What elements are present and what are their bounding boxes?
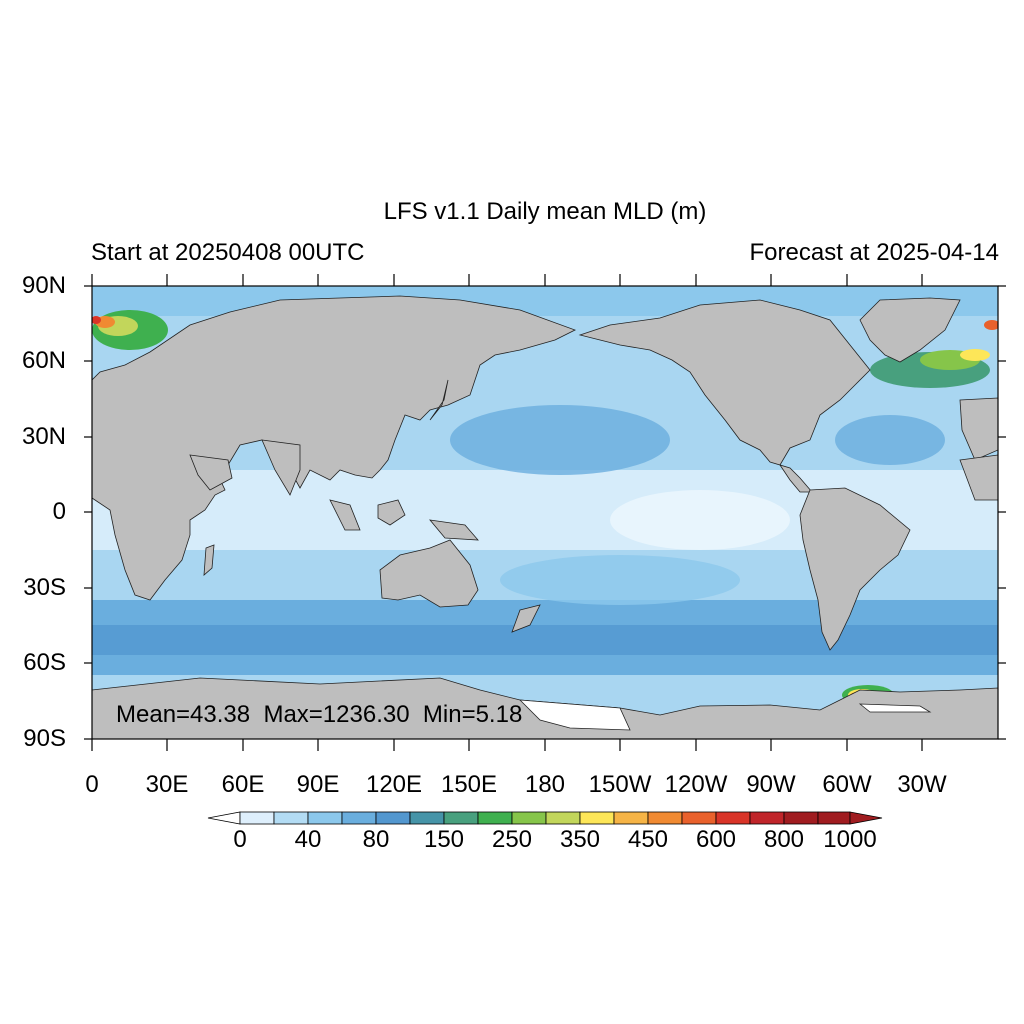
lat-label-eq: 0 bbox=[52, 498, 66, 525]
colorbar-label-450: 450 bbox=[627, 826, 669, 853]
colorbar-over-triangle bbox=[849, 811, 883, 825]
colorbar-label-150: 150 bbox=[423, 826, 465, 853]
colorbar-box-9 bbox=[511, 811, 547, 825]
india bbox=[261, 439, 301, 496]
colorbar-box-15 bbox=[715, 811, 751, 825]
africa-west-edge bbox=[959, 454, 998, 501]
colorbar-under-triangle bbox=[207, 811, 241, 825]
lat-label-90s: 90S bbox=[23, 725, 66, 752]
north-pacific-deep-patch bbox=[450, 405, 670, 475]
lat-label-60s: 60S bbox=[23, 649, 66, 676]
colorbar-box-2 bbox=[273, 811, 309, 825]
lon-label-30w: 30W bbox=[897, 771, 947, 798]
colorbar-box-16 bbox=[749, 811, 785, 825]
colorbar-label-600: 600 bbox=[695, 826, 737, 853]
colorbar-box-11 bbox=[579, 811, 615, 825]
south-america bbox=[799, 487, 911, 651]
colorbar-box-1 bbox=[239, 811, 275, 825]
lon-label-60e: 60E bbox=[221, 771, 265, 798]
lon-label-150e: 150E bbox=[440, 771, 498, 798]
north-america bbox=[578, 299, 871, 466]
lon-label-90e: 90E bbox=[296, 771, 340, 798]
colorbar-label-350: 350 bbox=[559, 826, 601, 853]
nordic-seas-hotspot bbox=[92, 310, 168, 350]
field-statistics: Mean=43.38 Max=1236.30 Min=5.18 bbox=[116, 701, 523, 728]
lat-label-90n: 90N bbox=[21, 272, 66, 299]
lat-label-30n: 30N bbox=[21, 423, 66, 450]
colorbar-label-800: 800 bbox=[763, 826, 805, 853]
australia bbox=[379, 539, 479, 608]
colorbar-label-40: 40 bbox=[294, 826, 322, 853]
madagascar bbox=[203, 544, 215, 576]
lon-label-30e: 30E bbox=[145, 771, 189, 798]
japan bbox=[429, 379, 449, 421]
new-guinea bbox=[429, 519, 479, 541]
colorbar-box-8 bbox=[477, 811, 513, 825]
colorbar-label-0: 0 bbox=[233, 826, 247, 853]
southern-ocean-deep-band bbox=[92, 625, 998, 655]
lon-label-120w: 120W bbox=[664, 771, 728, 798]
lon-label-60w: 60W bbox=[822, 771, 872, 798]
colorbar-box-14 bbox=[681, 811, 717, 825]
south-pacific-deep-patch bbox=[500, 555, 740, 605]
new-zealand bbox=[511, 604, 541, 633]
colorbar-box-7 bbox=[443, 811, 479, 825]
lat-label-60n: 60N bbox=[21, 347, 66, 374]
colorbar bbox=[207, 811, 883, 825]
arctic-band bbox=[92, 286, 998, 316]
plot-title: LFS v1.1 Daily mean MLD (m) bbox=[383, 198, 707, 225]
forecast-time-subtitle: Forecast at 2025-04-14 bbox=[749, 239, 999, 266]
weddell-ice-shelf bbox=[858, 703, 932, 713]
lon-label-90w: 90W bbox=[746, 771, 796, 798]
colorbar-box-13 bbox=[647, 811, 683, 825]
colorbar-box-4 bbox=[341, 811, 377, 825]
greenland bbox=[859, 297, 961, 363]
colorbar-box-3 bbox=[307, 811, 343, 825]
colorbar-box-5 bbox=[375, 811, 411, 825]
colorbar-label-1000: 1000 bbox=[823, 826, 877, 853]
land bbox=[92, 295, 998, 739]
colorbar-label-250: 250 bbox=[491, 826, 533, 853]
europe-west-edge bbox=[959, 397, 998, 461]
east-pacific-shallow-patch bbox=[610, 490, 790, 550]
lat-label-30s: 30S bbox=[23, 574, 66, 601]
lon-label-150w: 150W bbox=[588, 771, 652, 798]
axis-ticks bbox=[84, 274, 1006, 751]
colorbar-box-12 bbox=[613, 811, 649, 825]
lon-label-0: 0 bbox=[85, 771, 99, 798]
colorbar-box-18 bbox=[817, 811, 851, 825]
colorbar-label-80: 80 bbox=[362, 826, 390, 853]
colorbar-box-6 bbox=[409, 811, 445, 825]
map-panel bbox=[92, 286, 998, 739]
colorbar-box-10 bbox=[545, 811, 581, 825]
north-atlantic-deep-patch bbox=[835, 415, 945, 465]
lon-label-180: 180 bbox=[524, 771, 566, 798]
start-time-subtitle: Start at 20250408 00UTC bbox=[91, 239, 365, 266]
eurasia-africa bbox=[92, 295, 577, 601]
colorbar-box-17 bbox=[783, 811, 819, 825]
arabia bbox=[189, 454, 233, 491]
ross-ice-shelf bbox=[518, 699, 631, 731]
borneo-sumatra bbox=[329, 499, 406, 531]
lon-label-120e: 120E bbox=[365, 771, 423, 798]
